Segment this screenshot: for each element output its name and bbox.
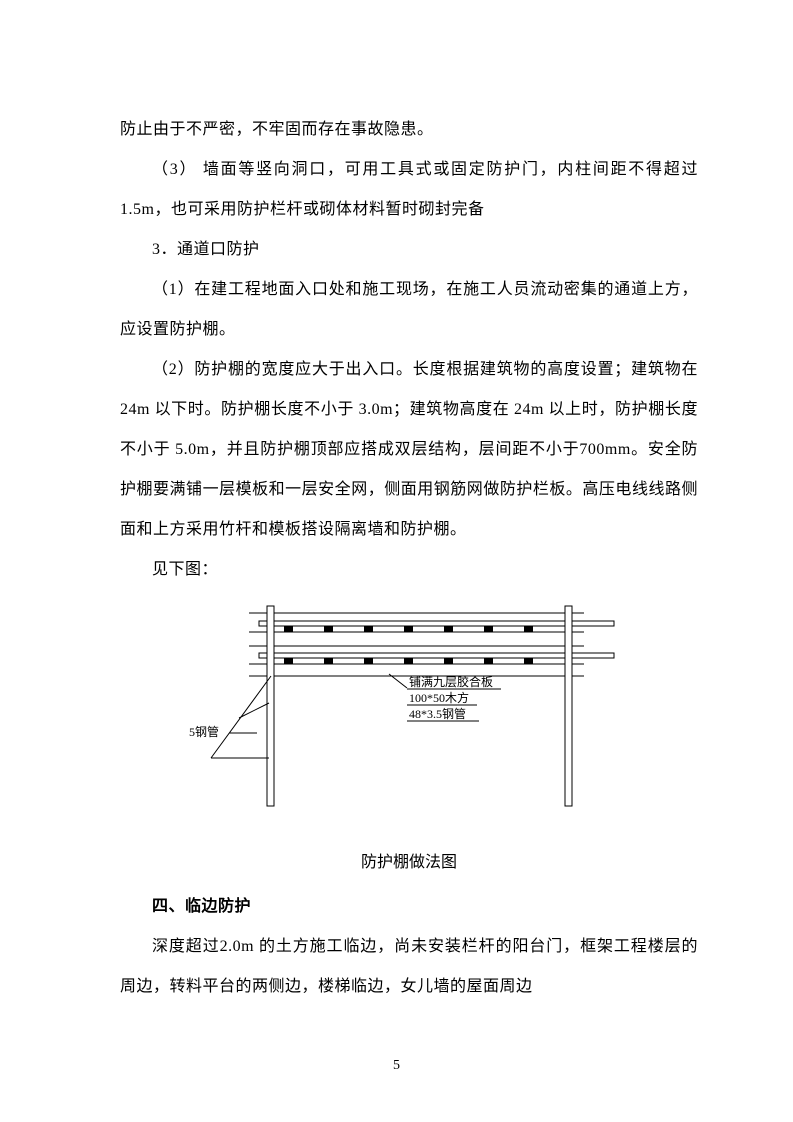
paragraph-1: 防止由于不严密，不牢固而存在事故隐患。 — [120, 110, 698, 150]
paragraph-7: 深度超过2.0m 的土方施工临边，尚未安装栏杆的阳台门，框架工程楼层的周边，转料… — [120, 927, 698, 1007]
paragraph-4: （1）在建工程地面入口处和施工现场，在施工人员流动密集的通道上方，应设置防护棚。 — [120, 270, 698, 350]
diagram-label-left: 5钢管 — [189, 724, 219, 739]
page-number: 5 — [0, 1058, 793, 1074]
diagram-label-r2: 100*50木方 — [409, 690, 469, 705]
paragraph-3: 3．通道口防护 — [120, 230, 698, 270]
paragraph-6: 见下图： — [120, 550, 698, 590]
diagram-caption: 防护棚做法图 — [120, 848, 698, 872]
paragraph-2: （3） 墙面等竖向洞口，可用工具式或固定防护门，内柱间距不得超过1.5m，也可采… — [120, 150, 698, 230]
paragraph-5: （2）防护棚的宽度应大于出入口。长度根据建筑物的高度设置；建筑物在 24m 以下… — [120, 350, 698, 550]
diagram-label-r3: 48*3.5钢管 — [409, 706, 466, 721]
diagram-protection-shed: 5钢管 铺满九层胶合板 100*50木方 48*3.5钢管 — [120, 598, 698, 823]
diagram-label-r1: 铺满九层胶合板 — [409, 674, 493, 689]
heading-4: 四、临边防护 — [120, 887, 698, 927]
